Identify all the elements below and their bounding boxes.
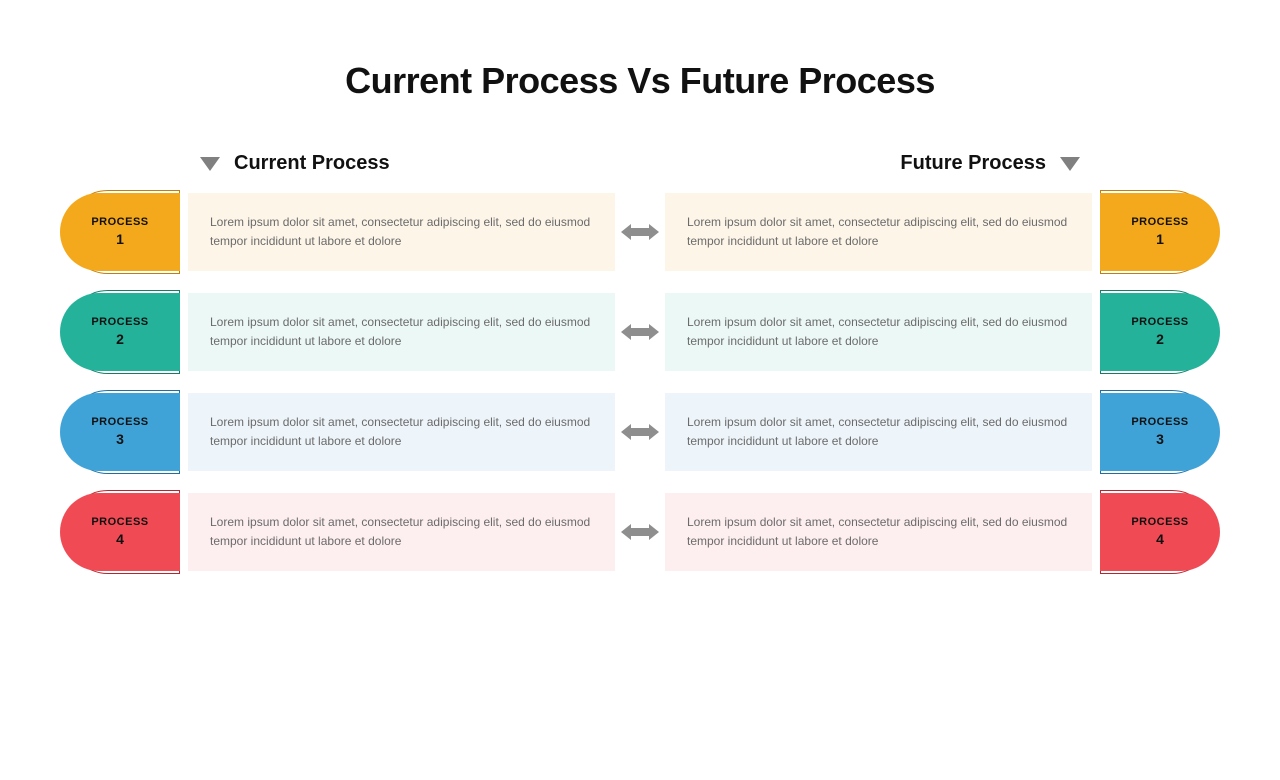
pill-number: 1 <box>1156 230 1164 249</box>
pill-number: 2 <box>116 330 124 349</box>
process-text-right: Lorem ipsum dolor sit amet, consectetur … <box>665 193 1092 271</box>
pill-label: PROCESS <box>91 415 148 430</box>
process-text-right: Lorem ipsum dolor sit amet, consectetur … <box>665 293 1092 371</box>
double-arrow-icon <box>615 493 665 571</box>
header-left-label: Current Process <box>234 152 390 175</box>
pill-label: PROCESS <box>1131 215 1188 230</box>
process-text-left: Lorem ipsum dolor sit amet, consectetur … <box>188 193 615 271</box>
process-row: PROCESS3Lorem ipsum dolor sit amet, cons… <box>60 393 1220 471</box>
pill-label: PROCESS <box>1131 315 1188 330</box>
triangle-down-icon <box>200 157 220 171</box>
process-rows-container: PROCESS1Lorem ipsum dolor sit amet, cons… <box>0 193 1280 571</box>
pill-label: PROCESS <box>91 315 148 330</box>
pill-number: 3 <box>1156 430 1164 449</box>
process-text-right: Lorem ipsum dolor sit amet, consectetur … <box>665 493 1092 571</box>
header-right-label: Future Process <box>900 152 1046 175</box>
process-pill-right: PROCESS1 <box>1100 193 1220 271</box>
pill-label: PROCESS <box>91 215 148 230</box>
pill-label: PROCESS <box>1131 515 1188 530</box>
double-arrow-icon <box>615 393 665 471</box>
process-text-left: Lorem ipsum dolor sit amet, consectetur … <box>188 293 615 371</box>
pill-number: 2 <box>1156 330 1164 349</box>
process-text-left: Lorem ipsum dolor sit amet, consectetur … <box>188 393 615 471</box>
column-headers: Current Process Future Process <box>0 152 1280 175</box>
process-row: PROCESS4Lorem ipsum dolor sit amet, cons… <box>60 493 1220 571</box>
triangle-down-icon <box>1060 157 1080 171</box>
process-row: PROCESS2Lorem ipsum dolor sit amet, cons… <box>60 293 1220 371</box>
process-pill-right: PROCESS3 <box>1100 393 1220 471</box>
pill-number: 4 <box>1156 530 1164 549</box>
double-arrow-icon <box>615 193 665 271</box>
process-pill-left: PROCESS2 <box>60 293 180 371</box>
process-pill-left: PROCESS4 <box>60 493 180 571</box>
header-current-process: Current Process <box>200 152 390 175</box>
header-future-process: Future Process <box>900 152 1080 175</box>
pill-number: 4 <box>116 530 124 549</box>
process-pill-right: PROCESS4 <box>1100 493 1220 571</box>
page-title: Current Process Vs Future Process <box>0 60 1280 102</box>
process-text-right: Lorem ipsum dolor sit amet, consectetur … <box>665 393 1092 471</box>
double-arrow-icon <box>615 293 665 371</box>
process-pill-left: PROCESS3 <box>60 393 180 471</box>
process-pill-right: PROCESS2 <box>1100 293 1220 371</box>
pill-number: 3 <box>116 430 124 449</box>
pill-number: 1 <box>116 230 124 249</box>
process-pill-left: PROCESS1 <box>60 193 180 271</box>
pill-label: PROCESS <box>91 515 148 530</box>
process-text-left: Lorem ipsum dolor sit amet, consectetur … <box>188 493 615 571</box>
process-row: PROCESS1Lorem ipsum dolor sit amet, cons… <box>60 193 1220 271</box>
pill-label: PROCESS <box>1131 415 1188 430</box>
